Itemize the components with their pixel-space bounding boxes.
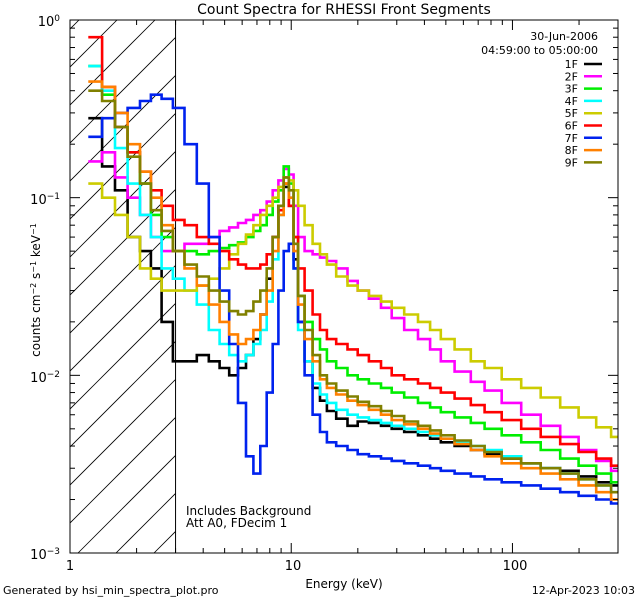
attenuator-hatch-region bbox=[0, 20, 176, 553]
x-tick-label-1: 1 bbox=[66, 559, 74, 574]
hatch-line bbox=[70, 302, 176, 410]
series-5F bbox=[88, 176, 618, 439]
series-2F bbox=[88, 151, 618, 473]
time-range-label: 04:59:00 to 05:00:00 bbox=[481, 44, 598, 57]
series-4F bbox=[88, 64, 618, 494]
plot-frame bbox=[69, 19, 619, 554]
hatch-line bbox=[70, 112, 176, 220]
hatch-line bbox=[70, 74, 176, 182]
series-1F bbox=[88, 116, 618, 487]
date-label: 30-Jun-2006 bbox=[530, 30, 598, 43]
hatch-line bbox=[0, 20, 3, 553]
legend-label-2F: 2F bbox=[565, 70, 578, 83]
y-tick-label-1: 10−1 bbox=[30, 192, 60, 208]
legend-label-3F: 3F bbox=[565, 83, 578, 96]
hatch-line bbox=[70, 20, 156, 106]
axis-ticks bbox=[69, 20, 619, 554]
hatch-line bbox=[70, 416, 176, 524]
hatch-line bbox=[70, 264, 176, 372]
y-axis-label: counts cm−2 s−1 keV−1 bbox=[29, 223, 44, 357]
x-tick-label-100: 100 bbox=[503, 559, 528, 574]
series-7F bbox=[88, 93, 618, 505]
y-tick-label-0: 100 bbox=[38, 14, 61, 30]
legend-label-4F: 4F bbox=[565, 95, 578, 108]
hatch-line bbox=[70, 188, 176, 296]
series-9F bbox=[88, 89, 618, 494]
annotation-background: Includes Background bbox=[186, 504, 311, 518]
series-3F bbox=[88, 64, 618, 484]
hatch-line bbox=[77, 454, 176, 553]
series-6F bbox=[88, 35, 618, 467]
hatch-line bbox=[70, 20, 118, 68]
hatch-line bbox=[70, 378, 176, 486]
footer-timestamp: 12-Apr-2023 10:03 bbox=[532, 584, 635, 597]
y-tick-label-2: 10−2 bbox=[30, 370, 60, 386]
annotation-attenuator: Att A0, FDecim 1 bbox=[186, 516, 287, 530]
legend-label-5F: 5F bbox=[565, 107, 578, 120]
chart-title: Count Spectra for RHESSI Front Segments bbox=[197, 2, 491, 18]
legend-label-6F: 6F bbox=[565, 120, 578, 133]
y-tick-label-3: 10−3 bbox=[30, 547, 60, 563]
hatch-line bbox=[70, 36, 176, 144]
legend-label-9F: 9F bbox=[565, 156, 578, 169]
hatch-line bbox=[70, 226, 176, 334]
legend-label-8F: 8F bbox=[565, 144, 578, 157]
legend-label-7F: 7F bbox=[565, 132, 578, 145]
hatch-line bbox=[70, 20, 80, 30]
x-tick-label-10: 10 bbox=[285, 559, 302, 574]
x-axis-label: Energy (keV) bbox=[305, 577, 382, 591]
legend-label-1F: 1F bbox=[565, 58, 578, 71]
footer-generator: Generated by hsi_min_spectra_plot.pro bbox=[3, 584, 219, 597]
spectra-series-group bbox=[88, 35, 618, 505]
